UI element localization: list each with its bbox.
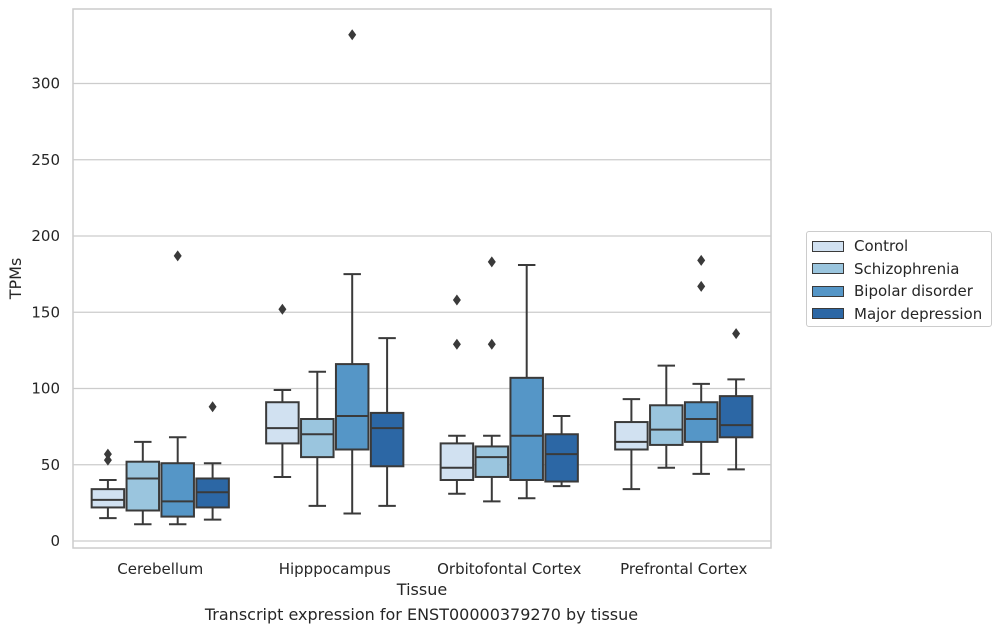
y-tick-label-250: 250 <box>31 151 60 169</box>
outlier-point <box>732 328 741 340</box>
x-tick-label-cerebellum: Cerebellum <box>117 560 203 578</box>
legend-label: Bipolar disorder <box>854 282 973 301</box>
legend-item-control: Control <box>812 235 991 258</box>
y-axis-label: TPMs <box>6 258 25 301</box>
box-orbitofontal-cortex-bipolar-disorder <box>509 263 544 500</box>
y-axis-ticks: 0 50 100 150 200 250 300 <box>31 75 60 551</box>
legend-item-schizophrenia: Schizophrenia <box>812 258 991 281</box>
box-cerebellum-bipolar-disorder <box>160 250 195 526</box>
legend-swatch <box>812 263 844 275</box>
box-iqr <box>334 363 370 451</box>
y-tick-label-300: 300 <box>31 75 60 93</box>
box-iqr <box>439 442 475 481</box>
legend-label: Major depression <box>854 304 983 323</box>
y-tick-label-150: 150 <box>31 303 60 321</box>
y-tick-label-100: 100 <box>31 380 60 398</box>
box-iqr <box>125 460 161 512</box>
box-hipppocampus-control <box>265 303 300 478</box>
boxes <box>90 29 754 526</box>
box-hipppocampus-schizophrenia <box>300 370 335 507</box>
outlier-point <box>452 294 461 306</box>
y-tick-label-200: 200 <box>31 227 60 245</box>
x-axis-ticks: Cerebellum Hipppocampus Orbitofontal Corte… <box>117 560 747 578</box>
box-iqr <box>300 418 335 459</box>
box-iqr <box>265 401 300 445</box>
outlier-point <box>173 250 182 262</box>
box-orbitofontal-cortex-schizophrenia <box>474 256 510 503</box>
box-iqr <box>649 404 684 446</box>
box-cerebellum-control <box>90 448 126 520</box>
box-prefrontal-cortex-control <box>614 398 649 491</box>
y-tick-label-0: 0 <box>50 532 60 550</box>
x-tick-label-hipppocampus: Hipppocampus <box>279 560 391 578</box>
box-hipppocampus-major-depression <box>369 337 405 507</box>
box-iqr <box>369 411 405 468</box>
box-iqr <box>614 421 649 451</box>
outlier-point <box>103 454 112 466</box>
outlier-point <box>208 401 217 413</box>
legend-swatch <box>812 285 844 297</box>
box-iqr <box>160 462 195 518</box>
legend-swatch <box>812 308 844 320</box>
box-iqr <box>683 401 719 443</box>
box-orbitofontal-cortex-major-depression <box>544 414 579 488</box>
box-prefrontal-cortex-major-depression <box>718 328 754 471</box>
outlier-point <box>452 338 461 350</box>
legend-item-bipolar-disorder: Bipolar disorder <box>812 280 991 303</box>
outlier-point <box>278 303 287 315</box>
chart-title: Transcript expression for ENST0000037927… <box>204 605 639 624</box>
x-tick-label-prefrontal-cortex: Prefrontal Cortex <box>620 560 747 578</box>
outlier-point <box>348 29 357 41</box>
box-cerebellum-schizophrenia <box>125 440 161 526</box>
legend-item-major-depression: Major depression <box>812 303 991 326</box>
plot-frame <box>72 8 772 549</box>
outlier-point <box>697 254 706 266</box>
box-prefrontal-cortex-schizophrenia <box>649 364 684 469</box>
legend-label: Control <box>854 237 909 256</box>
outlier-point <box>697 280 706 292</box>
box-cerebellum-major-depression <box>195 401 230 521</box>
outlier-point <box>487 256 496 268</box>
box-orbitofontal-cortex-control <box>439 294 475 495</box>
box-iqr <box>718 395 754 439</box>
box-prefrontal-cortex-bipolar-disorder <box>683 254 719 475</box>
outlier-point <box>487 338 496 350</box>
y-tick-label-50: 50 <box>41 456 60 474</box>
box-iqr <box>474 445 510 478</box>
legend-swatch <box>812 240 844 252</box>
x-axis-label: Tissue <box>396 580 447 599</box>
box-hipppocampus-bipolar-disorder <box>334 29 370 515</box>
x-tick-label-orbitofontal-cortex: Orbitofontal Cortex <box>437 560 581 578</box>
box-iqr <box>509 376 544 482</box>
outlier-point <box>103 448 112 460</box>
legend: Control Schizophrenia Bipolar disorder Majo… <box>806 231 992 327</box>
box-iqr <box>90 488 126 509</box>
legend-label: Schizophrenia <box>854 259 960 278</box>
box-iqr <box>544 433 579 483</box>
